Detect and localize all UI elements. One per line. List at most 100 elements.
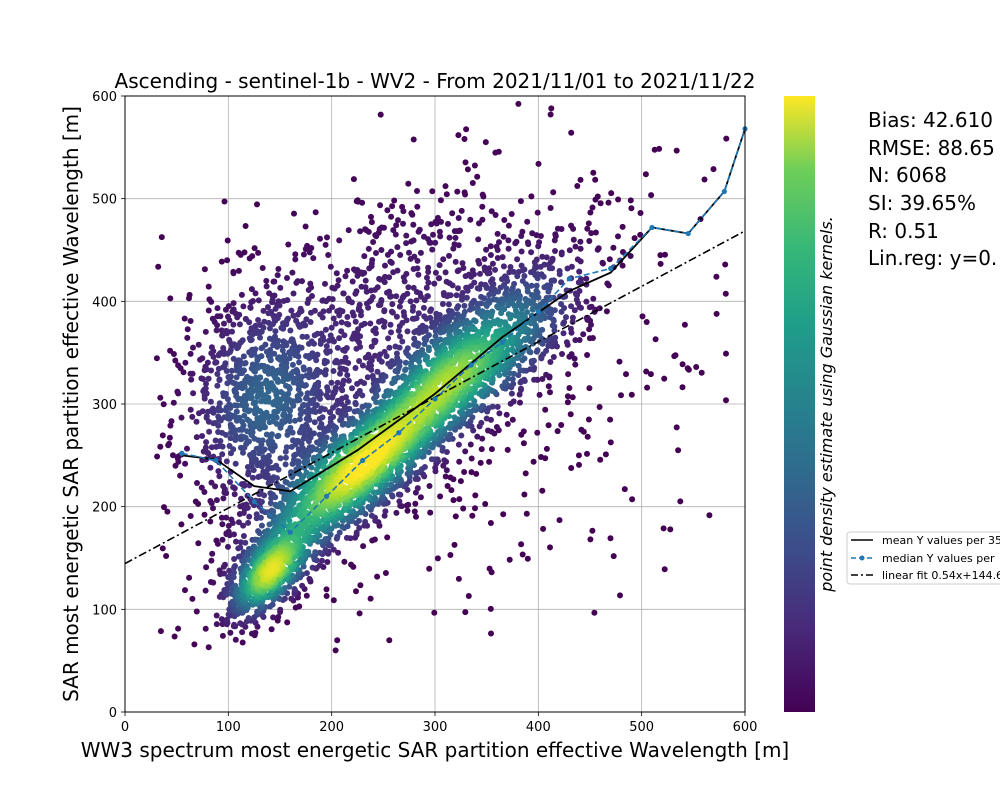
scatter-point	[368, 219, 375, 226]
scatter-point	[210, 353, 217, 360]
scatter-point	[189, 413, 196, 420]
scatter-point	[424, 274, 430, 281]
scatter-point	[483, 285, 490, 291]
scatter-point	[390, 227, 397, 234]
scatter-point	[404, 507, 411, 514]
scatter-point	[377, 202, 384, 209]
scatter-point	[459, 320, 466, 327]
scatter-point	[323, 593, 330, 599]
scatter-point	[231, 531, 237, 538]
scatter-point	[320, 464, 327, 470]
scatter-point	[629, 496, 636, 503]
scatter-point	[648, 192, 655, 199]
scatter-point	[250, 420, 257, 427]
scatter-point	[373, 399, 380, 406]
scatter-point	[239, 418, 246, 425]
scatter-point	[248, 286, 255, 293]
scatter-point	[494, 247, 501, 253]
scatter-point	[412, 476, 419, 482]
scatter-point	[417, 249, 424, 256]
scatter-point	[344, 320, 350, 327]
scatter-point	[587, 536, 594, 543]
scatter-point	[157, 443, 164, 450]
scatter-point	[445, 339, 452, 346]
scatter-point	[505, 237, 512, 244]
scatter-point	[257, 408, 264, 415]
scatter-point	[558, 301, 565, 308]
scatter-point	[488, 313, 494, 320]
scatter-point	[564, 399, 571, 406]
scatter-point	[310, 255, 317, 262]
scatter-point	[293, 279, 300, 286]
scatter-point	[338, 328, 345, 335]
scatter-point	[193, 608, 200, 615]
scatter-point	[425, 279, 432, 286]
scatter-point	[549, 322, 556, 329]
scatter-point	[505, 222, 512, 229]
scatter-point	[305, 438, 312, 445]
scatter-point	[234, 314, 241, 321]
scatter-point	[227, 373, 234, 380]
scatter-point	[348, 561, 355, 568]
scatter-point	[302, 408, 309, 415]
scatter-point	[303, 372, 310, 379]
scatter-point	[413, 470, 420, 476]
scatter-point	[321, 360, 328, 367]
scatter-point	[391, 378, 398, 385]
scatter-point	[627, 197, 634, 204]
scatter-point	[219, 521, 226, 528]
scatter-point	[492, 212, 499, 218]
scatter-point	[406, 249, 412, 256]
scatter-point	[505, 245, 512, 252]
scatter-point	[437, 197, 444, 204]
scatter-point	[522, 470, 529, 477]
scatter-point	[470, 305, 476, 312]
scatter-point	[368, 213, 374, 220]
scatter-point	[230, 355, 237, 362]
scatter-point	[547, 359, 554, 365]
scatter-point	[472, 505, 478, 512]
scatter-point	[393, 293, 400, 300]
scatter-point	[372, 286, 378, 293]
scatter-point	[365, 504, 372, 510]
scatter-point	[644, 384, 651, 391]
scatter-point	[237, 539, 244, 546]
scatter-point	[575, 452, 582, 459]
scatter-point	[454, 188, 461, 195]
scatter-point	[431, 280, 438, 287]
scatter-point	[537, 263, 544, 270]
scatter-point	[251, 245, 258, 252]
scatter-point	[508, 211, 515, 217]
scatter-point	[425, 269, 432, 275]
scatter-point	[445, 220, 451, 227]
scatter-point	[240, 533, 247, 539]
scatter-point	[232, 460, 239, 467]
scatter-point	[537, 233, 544, 239]
scatter-point	[500, 233, 507, 240]
scatter-point	[274, 272, 281, 279]
scatter-point	[213, 497, 220, 504]
scatter-point	[476, 390, 483, 397]
scatter-point	[186, 295, 192, 302]
scatter-point	[216, 473, 223, 480]
scatter-point	[319, 314, 326, 321]
scatter-point	[510, 380, 517, 387]
scatter-point	[396, 323, 403, 330]
scatter-point	[671, 353, 678, 360]
scatter-point	[481, 256, 488, 262]
scatter-point	[316, 415, 323, 422]
scatter-point	[395, 327, 402, 334]
scatter-point	[615, 233, 621, 240]
scatter-point	[488, 446, 495, 453]
scatter-point	[290, 437, 296, 444]
scatter-point	[573, 296, 580, 303]
scatter-point	[455, 215, 462, 221]
scatter-point	[274, 378, 281, 385]
scatter-point	[252, 323, 259, 330]
scatter-point	[242, 434, 249, 441]
scatter-point	[356, 358, 363, 364]
scatter-point	[408, 238, 415, 245]
scatter-point	[486, 458, 493, 465]
scatter-point	[359, 199, 366, 206]
scatter-point	[673, 424, 680, 431]
